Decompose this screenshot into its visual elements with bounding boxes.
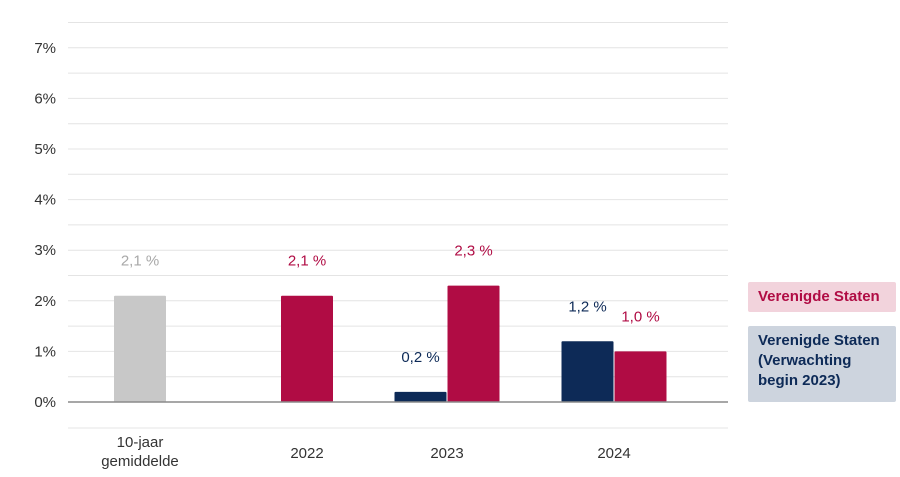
- y-tick-label: 3%: [34, 242, 56, 259]
- y-tick-label: 7%: [34, 40, 56, 57]
- bar-expectation: [561, 341, 614, 402]
- y-tick-label: 6%: [34, 90, 56, 107]
- data-label: 2,3 %: [454, 243, 492, 260]
- bar-us: [281, 295, 333, 402]
- bar-expectation: [394, 391, 447, 402]
- legend-item-verenigde-staten-verwachting: Verenigde Staten (Verwachting begin 2023…: [748, 326, 896, 402]
- data-label: 2,1 %: [288, 253, 326, 270]
- x-tick-label: 10-jaar: [117, 434, 164, 451]
- y-tick-label: 2%: [34, 293, 56, 310]
- y-tick-label: 5%: [34, 141, 56, 158]
- data-label: 1,2 %: [568, 298, 606, 315]
- legend-item-verenigde-staten: Verenigde Staten: [748, 282, 896, 312]
- x-tick-label: 2024: [597, 445, 630, 462]
- data-label: 2,1 %: [121, 253, 159, 270]
- data-label: 1,0 %: [621, 308, 659, 325]
- bar-average: [114, 295, 166, 402]
- bar-us: [447, 285, 500, 402]
- x-tick-label: 2022: [290, 445, 323, 462]
- x-tick-label: 2023: [430, 445, 463, 462]
- y-tick-label: 4%: [34, 192, 56, 209]
- y-tick-label: 1%: [34, 343, 56, 360]
- bar-us: [614, 351, 667, 402]
- x-tick-label: gemiddelde: [101, 453, 179, 470]
- y-tick-label: 0%: [34, 394, 56, 411]
- data-label: 0,2 %: [401, 349, 439, 366]
